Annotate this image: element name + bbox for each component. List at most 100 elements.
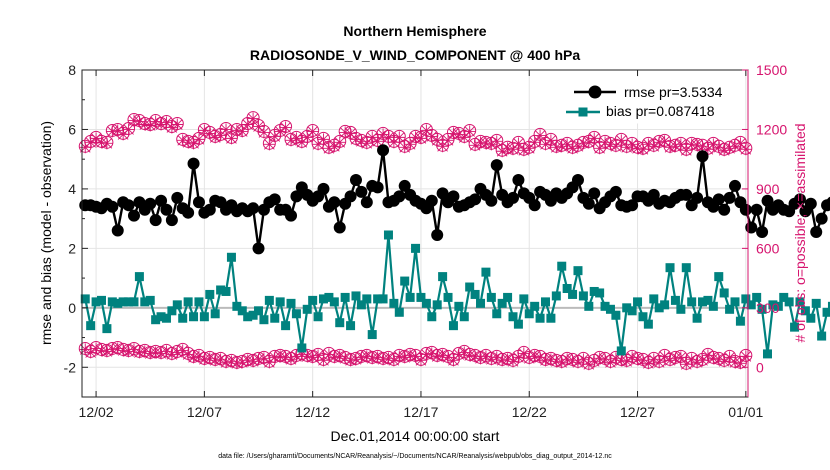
assimilated-marker — [285, 134, 298, 147]
assimilated-marker — [707, 352, 720, 365]
assimilated-marker — [442, 134, 455, 147]
bias-point — [616, 346, 626, 356]
assimilated-marker — [344, 354, 357, 367]
assimilated-marker — [566, 354, 579, 367]
rmse-point — [333, 221, 346, 234]
obs-count-series — [78, 111, 753, 371]
assimilated-marker — [301, 350, 314, 363]
bias-point — [411, 243, 421, 253]
assimilated-marker — [155, 118, 168, 131]
bias-point — [719, 288, 729, 298]
bias-point — [665, 263, 675, 273]
assimilated-marker — [371, 135, 384, 148]
assimilated-marker — [149, 346, 162, 359]
chart-title: Northern Hemisphere — [343, 23, 486, 39]
bias-point — [178, 313, 188, 323]
rmse-point — [111, 224, 124, 237]
y-axis-right: 0 300 600 900 1200 1500 — [742, 62, 787, 397]
assimilated-marker — [701, 349, 714, 362]
assimilated-marker — [631, 142, 644, 155]
assimilated-marker — [599, 136, 612, 149]
assimilated-marker — [636, 354, 649, 367]
bias-point — [259, 315, 269, 325]
assimilated-marker — [214, 353, 227, 366]
x-axis: 12/02 12/07 12/12 12/17 12/22 12/27 01/01 — [79, 70, 764, 420]
assimilated-marker — [626, 351, 639, 364]
assimilated-marker — [691, 356, 704, 369]
assimilated-marker — [230, 357, 243, 370]
bias-point — [681, 263, 691, 273]
legend-rmse-swatch — [574, 85, 616, 99]
assimilated-marker — [647, 353, 660, 366]
rmse-point — [171, 191, 184, 204]
bias-point — [416, 292, 426, 302]
bias-point — [454, 301, 464, 311]
bias-point — [335, 318, 345, 328]
assimilated-marker — [252, 353, 265, 366]
bias-point — [687, 297, 697, 307]
assimilated-marker — [355, 135, 368, 148]
assimilated-marker — [225, 355, 238, 368]
bias-point — [297, 343, 307, 353]
bias-point — [389, 298, 399, 308]
assimilated-marker — [225, 132, 238, 145]
assimilated-marker — [263, 138, 276, 151]
bias-point — [302, 304, 312, 314]
bias-point — [340, 292, 350, 302]
assimilated-marker — [290, 350, 303, 363]
assimilated-marker — [236, 356, 249, 369]
bias-point — [649, 294, 659, 304]
bias-point — [367, 330, 377, 340]
assimilated-marker — [582, 358, 595, 371]
assimilated-marker — [517, 144, 530, 157]
bias-point — [725, 304, 735, 314]
bias-point — [752, 292, 762, 302]
x-tick-label: 01/01 — [728, 404, 763, 420]
y-right-tick-label: 600 — [756, 240, 780, 256]
bias-point — [568, 289, 578, 299]
rmse-series — [79, 144, 830, 255]
bias-point — [329, 297, 339, 307]
assimilated-marker — [220, 356, 233, 369]
assimilated-marker — [701, 143, 714, 156]
rmse-point — [718, 203, 731, 216]
bias-point — [540, 297, 550, 307]
bias-point — [670, 295, 680, 305]
assimilated-marker — [257, 126, 270, 139]
assimilated-marker — [165, 121, 178, 134]
assimilated-marker — [539, 138, 552, 151]
x-tick-label: 12/17 — [403, 404, 438, 420]
assimilated-marker — [295, 348, 308, 361]
assimilated-marker — [723, 351, 736, 364]
assimilated-marker — [507, 143, 520, 156]
rmse-point — [793, 193, 806, 206]
assimilated-marker — [371, 351, 384, 364]
y-left-tick-label: 0 — [68, 300, 76, 316]
assimilated-marker — [674, 351, 687, 364]
legend-bias-label: bias pr=0.087418 — [606, 103, 715, 119]
bias-point — [118, 297, 128, 307]
bias-point — [378, 294, 388, 304]
assimilated-marker — [382, 131, 395, 144]
assimilated-marker — [739, 350, 752, 363]
bias-point — [134, 272, 144, 282]
bias-point — [573, 266, 583, 276]
assimilated-marker — [691, 139, 704, 152]
assimilated-marker — [550, 355, 563, 368]
bias-point — [405, 292, 415, 302]
legend-box — [565, 76, 743, 124]
bias-point — [470, 289, 480, 299]
bias-point — [790, 322, 800, 332]
bias-point — [643, 319, 653, 329]
y-right-tick-label: 0 — [756, 359, 764, 375]
rmse-point — [447, 190, 460, 203]
assimilated-marker — [620, 355, 633, 368]
rmse-point — [739, 203, 752, 216]
assimilated-marker — [604, 138, 617, 151]
assimilated-marker — [122, 123, 135, 136]
rmse-point — [149, 214, 162, 227]
rmse-point — [268, 193, 281, 206]
bias-point — [589, 286, 599, 296]
bias-point — [503, 292, 513, 302]
bias-point — [519, 294, 529, 304]
